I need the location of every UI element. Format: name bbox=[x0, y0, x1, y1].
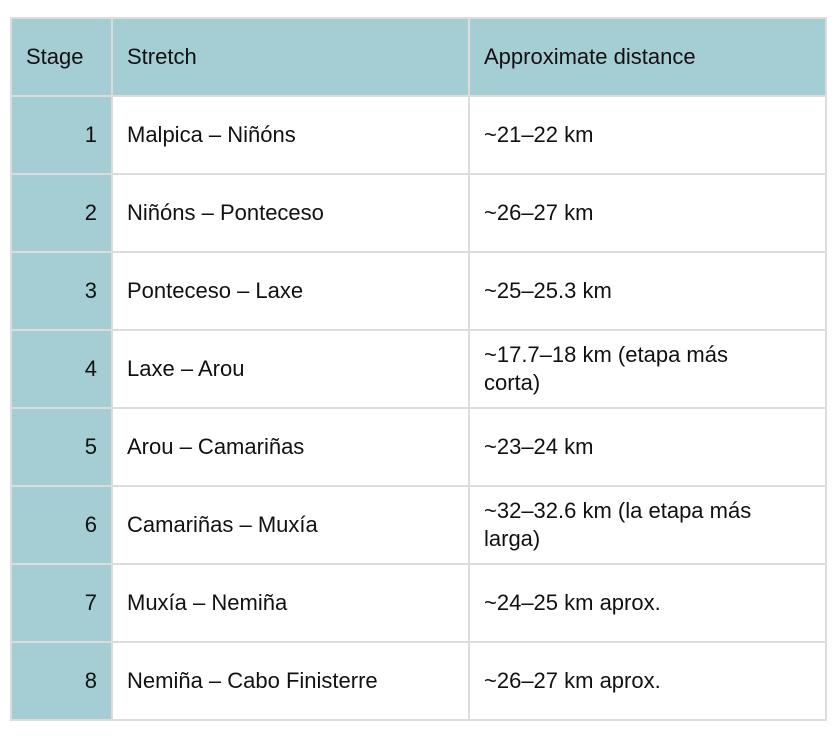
stage-cell: 2 bbox=[10, 173, 113, 253]
stretch-cell: Ponteceso – Laxe bbox=[111, 251, 470, 331]
stretch-cell: Nemiña – Cabo Finisterre bbox=[111, 641, 470, 721]
stretch-cell: Niñóns – Ponteceso bbox=[111, 173, 470, 253]
header-distance: Approximate distance bbox=[468, 17, 827, 97]
distance-cell: ~26–27 km bbox=[468, 173, 827, 253]
distance-cell: ~21–22 km bbox=[468, 95, 827, 175]
stretch-cell: Malpica – Niñóns bbox=[111, 95, 470, 175]
table-row: 3 Ponteceso – Laxe ~25–25.3 km bbox=[10, 251, 827, 331]
stage-cell: 6 bbox=[10, 485, 113, 565]
table-row: 7 Muxía – Nemiña ~24–25 km aprox. bbox=[10, 563, 827, 643]
stretch-cell: Laxe – Arou bbox=[111, 329, 470, 409]
table-row: 6 Camariñas – Muxía ~32–32.6 km (la etapa … bbox=[10, 485, 827, 565]
table-row: 5 Arou – Camariñas ~23–24 km bbox=[10, 407, 827, 487]
distance-cell: ~23–24 km bbox=[468, 407, 827, 487]
header-row: Stage Stretch Approximate distance bbox=[10, 17, 827, 97]
distance-cell: ~26–27 km aprox. bbox=[468, 641, 827, 721]
table-row: 2 Niñóns – Ponteceso ~26–27 km bbox=[10, 173, 827, 253]
distance-cell: ~24–25 km aprox. bbox=[468, 563, 827, 643]
stretch-cell: Arou – Camariñas bbox=[111, 407, 470, 487]
table-row: 8 Nemiña – Cabo Finisterre ~26–27 km aprox… bbox=[10, 641, 827, 721]
table-row: 1 Malpica – Niñóns ~21–22 km bbox=[10, 95, 827, 175]
stretch-cell: Muxía – Nemiña bbox=[111, 563, 470, 643]
table-row: 4 Laxe – Arou ~17.7–18 km (etapa más corta… bbox=[10, 329, 827, 409]
header-stretch: Stretch bbox=[111, 17, 470, 97]
stage-cell: 5 bbox=[10, 407, 113, 487]
distance-cell: ~32–32.6 km (la etapa más larga) bbox=[468, 485, 827, 565]
stage-cell: 3 bbox=[10, 251, 113, 331]
stretch-cell: Camariñas – Muxía bbox=[111, 485, 470, 565]
stage-cell: 8 bbox=[10, 641, 113, 721]
distance-cell: ~25–25.3 km bbox=[468, 251, 827, 331]
distance-cell: ~17.7–18 km (etapa más corta) bbox=[468, 329, 827, 409]
stage-cell: 4 bbox=[10, 329, 113, 409]
stage-cell: 1 bbox=[10, 95, 113, 175]
stages-table: Stage Stretch Approximate distance 1 Malp… bbox=[10, 17, 827, 721]
stage-cell: 7 bbox=[10, 563, 113, 643]
header-stage: Stage bbox=[10, 17, 113, 97]
